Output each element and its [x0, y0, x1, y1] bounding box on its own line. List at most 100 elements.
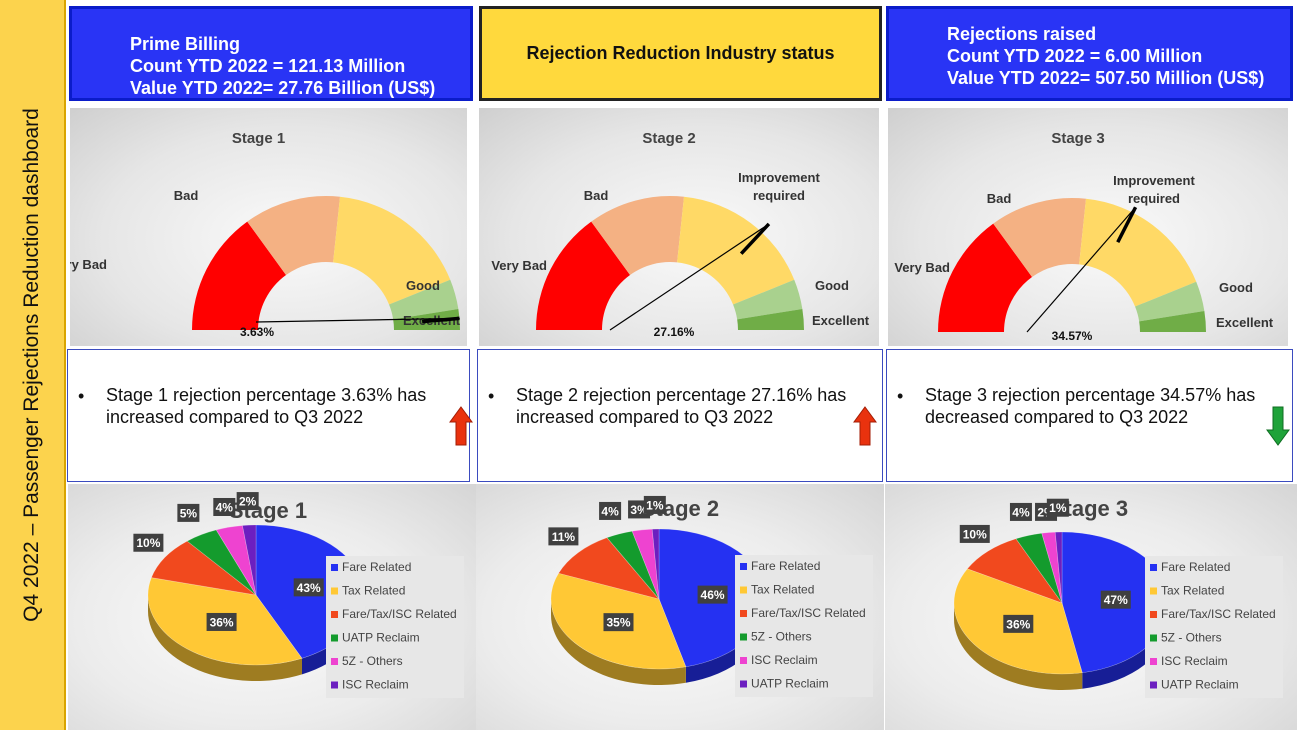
- gauge-needle: [609, 223, 770, 331]
- gauge-band: [536, 221, 631, 330]
- legend-item: 5Z - Others: [342, 654, 403, 668]
- pie-legend: [735, 555, 873, 697]
- legend-item: UATP Reclaim: [1161, 678, 1239, 692]
- pie-slice: [186, 529, 257, 596]
- legend-item: 5Z - Others: [751, 630, 812, 644]
- trend-up-arrow-icon: [853, 406, 877, 446]
- legend-swatch: [740, 563, 747, 570]
- gauge-band: [737, 309, 804, 330]
- pie-data-label-box: [133, 533, 164, 552]
- gauge-band: [389, 279, 459, 320]
- prime-billing-title: Prime Billing: [130, 34, 241, 54]
- legend-swatch: [1150, 681, 1157, 689]
- pie-data-label: 43%: [297, 581, 321, 595]
- gauge-band: [993, 198, 1087, 277]
- rejections-raised-box: Rejections raised Count YTD 2022 = 6.00 …: [886, 6, 1293, 101]
- pie-data-label-box: [697, 585, 728, 604]
- gauge-band: [333, 196, 451, 305]
- pie-slice: [966, 538, 1063, 604]
- prime-billing-value: Value YTD 2022= 27.76 Billion (US$): [130, 78, 436, 98]
- pie-data-label-box: [548, 527, 579, 546]
- stage-1-status-text: Stage 1 rejection percentage 3.63% has i…: [106, 385, 427, 427]
- trend-up-arrow-icon: [449, 406, 473, 446]
- gauge-band-label: Good: [1219, 280, 1253, 295]
- prime-billing-count: Count YTD 2022 = 121.13 Million: [130, 56, 406, 76]
- stage-2-gauge-panel: Stage 2 Very Bad Bad Improvement required Goo…: [479, 108, 879, 346]
- legend-item: Tax Related: [1161, 584, 1224, 598]
- pie-data-label-box: [1046, 498, 1069, 517]
- legend-swatch: [740, 633, 747, 641]
- legend-item: Fare Related: [751, 559, 820, 573]
- pie-data-label-box: [293, 578, 324, 597]
- pie-data-label: 10%: [963, 527, 987, 541]
- industry-status-box: Rejection Reduction Industry status: [479, 6, 882, 101]
- pie-data-label-box: [643, 495, 666, 514]
- gauge-needle: [1026, 206, 1137, 333]
- pie-data-label-box: [213, 497, 236, 516]
- gauge-band-label: Bad: [987, 191, 1012, 206]
- gauge-band: [677, 196, 795, 305]
- legend-swatch: [740, 680, 747, 688]
- gauge-value-label: 27.16%: [654, 325, 695, 339]
- gauge-value-label: 3.63%: [240, 325, 274, 339]
- rejections-raised-value: Value YTD 2022= 507.50 Million (US$): [947, 68, 1265, 88]
- rejections-raised-count: Count YTD 2022 = 6.00 Million: [947, 46, 1203, 66]
- legend-item: ISC Reclaim: [751, 653, 818, 667]
- pie-data-label: 11%: [552, 530, 576, 544]
- dashboard-sidebar: Q4 2022 – Passenger Rejections Reduction…: [0, 0, 66, 730]
- legend-item: Fare Related: [342, 560, 411, 574]
- gauge-band: [1139, 311, 1206, 332]
- gauge-band: [591, 196, 685, 275]
- pie-slice: [558, 537, 660, 600]
- legend-swatch: [331, 634, 338, 642]
- gauge-band-label: Good: [406, 278, 440, 293]
- trend-down-arrow-icon: [1266, 406, 1290, 446]
- pie-data-label: 36%: [210, 615, 234, 629]
- pie-data-label-box: [177, 503, 200, 522]
- pie-slice: [150, 540, 257, 596]
- legend-item: UATP Reclaim: [342, 631, 420, 645]
- gauge-band-label: Very Bad: [894, 260, 950, 275]
- pie-slice-side: [551, 599, 686, 685]
- pie-data-label: 5%: [180, 506, 198, 520]
- gauge-band-label: Good: [815, 278, 849, 293]
- gauge-needle-tip: [1116, 206, 1138, 243]
- gauge-band: [192, 221, 287, 330]
- bullet: •: [897, 386, 904, 406]
- bullet: •: [78, 386, 85, 406]
- pie-data-label: 4%: [1012, 505, 1030, 519]
- gauge-band: [1135, 281, 1205, 322]
- legend-swatch: [1150, 564, 1157, 571]
- gauge-title: Stage 1: [232, 130, 285, 147]
- legend-swatch: [1150, 587, 1157, 595]
- stage-2-status-text: Stage 2 rejection percentage 27.16% has …: [516, 385, 847, 427]
- stage-2-gauge: Stage 2 Very Bad Bad Improvement required Goo…: [491, 130, 870, 339]
- gauge-title: Stage 2: [642, 130, 695, 147]
- stage-2-pie-panel: Stage 2 46% 35% 11% 4% 3% 1% Fare Related Tax Re…: [476, 484, 884, 730]
- pie-slice: [1041, 531, 1063, 604]
- gauge-band-label: Excellent: [812, 313, 870, 328]
- gauge-needle-tip: [421, 316, 460, 324]
- legend-swatch: [331, 587, 338, 595]
- legend-item: ISC Reclaim: [1161, 654, 1228, 668]
- gauge-band-label: required: [1128, 191, 1180, 206]
- pie-data-label-box: [236, 492, 259, 511]
- legend-item: Fare Related: [1161, 560, 1230, 574]
- gauge-band-label: Improvement: [738, 170, 820, 185]
- legend-item: 5Z - Others: [1161, 631, 1222, 645]
- pie-legend: [1145, 556, 1283, 698]
- gauge-band-label: required: [753, 188, 805, 203]
- gauge-band-label: Excellent: [1216, 315, 1274, 330]
- pie-slice-side: [148, 595, 302, 681]
- pie-slice: [1054, 531, 1063, 604]
- industry-status-title: Rejection Reduction Industry status: [526, 43, 835, 63]
- legend-swatch: [740, 610, 747, 617]
- legend-item: Fare/Tax/ISC Related: [1161, 607, 1276, 621]
- stage-3-pie-panel: Stage 3 47% 36% 10% 4% 2% 1% Fare Related Tax Re…: [885, 484, 1297, 730]
- pie-legend: [326, 556, 464, 698]
- stage-3-status-panel: • Stage 3 rejection percentage 34.57% ha…: [886, 349, 1293, 482]
- pie-data-label: 46%: [701, 588, 725, 602]
- gauge-title: Stage 3: [1051, 130, 1104, 147]
- legend-swatch: [740, 586, 747, 594]
